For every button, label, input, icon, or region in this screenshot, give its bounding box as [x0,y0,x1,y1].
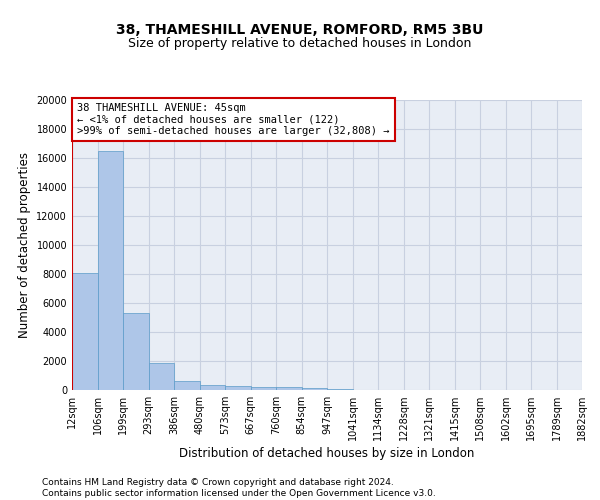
Bar [149,363,174,390]
Bar [327,389,353,390]
Text: 38, THAMESHILL AVENUE, ROMFORD, RM5 3BU: 38, THAMESHILL AVENUE, ROMFORD, RM5 3BU [116,22,484,36]
Bar [97,151,123,390]
Bar [276,387,302,390]
Bar [302,388,327,390]
Text: Contains HM Land Registry data © Crown copyright and database right 2024.
Contai: Contains HM Land Registry data © Crown c… [42,478,436,498]
Text: Size of property relative to detached houses in London: Size of property relative to detached ho… [128,38,472,51]
Y-axis label: Number of detached properties: Number of detached properties [18,152,31,338]
X-axis label: Distribution of detached houses by size in London: Distribution of detached houses by size … [179,448,475,460]
Bar [199,385,225,390]
Bar [174,380,199,390]
Bar [225,386,251,390]
Text: 38 THAMESHILL AVENUE: 45sqm
← <1% of detached houses are smaller (122)
>99% of s: 38 THAMESHILL AVENUE: 45sqm ← <1% of det… [77,103,389,136]
Bar [72,272,97,390]
Bar [123,313,149,390]
Bar [251,387,276,390]
